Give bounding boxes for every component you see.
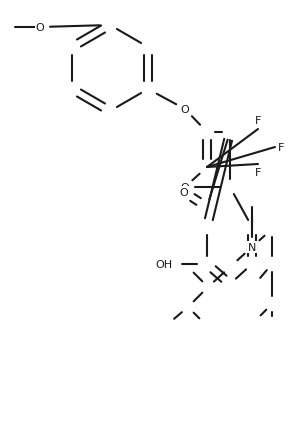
Text: N: N: [248, 242, 256, 253]
Text: OH: OH: [155, 259, 172, 269]
Text: O: O: [36, 23, 45, 33]
Text: F: F: [255, 116, 261, 126]
Text: O: O: [181, 183, 189, 193]
Text: O: O: [181, 105, 189, 115]
Text: O: O: [180, 187, 188, 198]
Text: F: F: [278, 143, 284, 153]
Text: F: F: [255, 167, 261, 178]
